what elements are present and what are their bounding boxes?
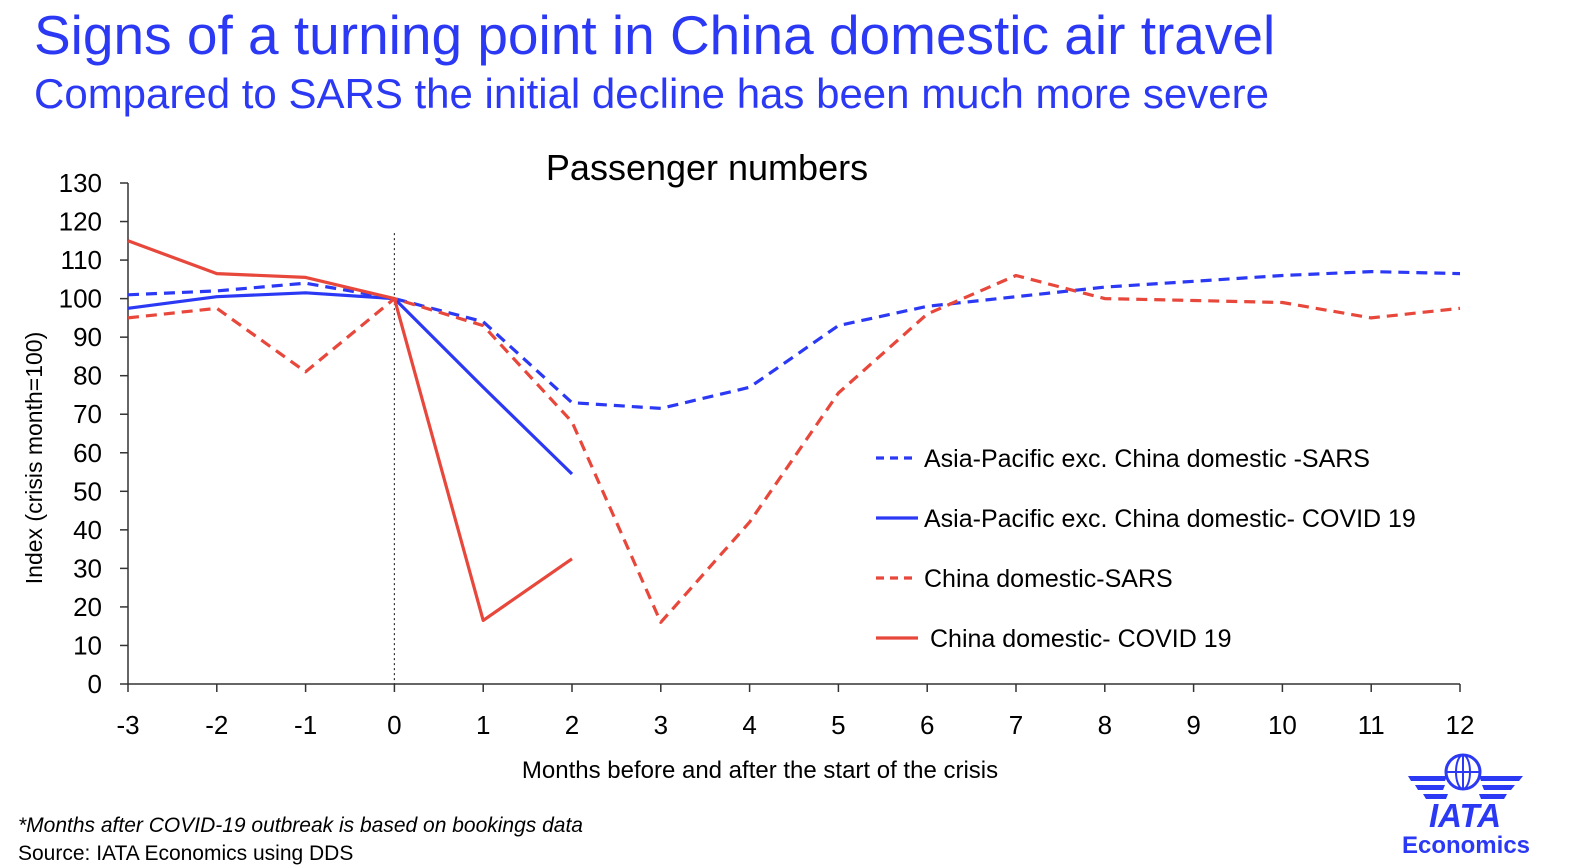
legend-label: Asia-Pacific exc. China domestic- COVID …: [924, 505, 1416, 533]
x-tick-label: -2: [205, 710, 228, 740]
y-tick-label: 70: [73, 399, 102, 429]
series-line-2: [127, 291, 574, 476]
y-tick-label: 20: [73, 592, 102, 622]
page-subtitle: Compared to SARS the initial decline has…: [34, 70, 1269, 117]
x-tick-label: 0: [387, 710, 401, 740]
y-tick-label: 130: [59, 168, 102, 198]
x-tick-label: 9: [1186, 710, 1200, 740]
legend-label: China domestic-SARS: [924, 565, 1173, 593]
logo-wordmark: IATA: [1429, 797, 1501, 834]
y-tick-label: 50: [73, 476, 102, 506]
y-tick-label: 100: [59, 284, 102, 314]
x-tick-label: 3: [654, 710, 668, 740]
x-tick-label: 8: [1098, 710, 1112, 740]
y-tick-label: 60: [73, 438, 102, 468]
x-tick-label: 4: [742, 710, 756, 740]
series-line-1: [127, 270, 1461, 410]
legend-label: China domestic- COVID 19: [930, 625, 1232, 653]
x-tick-label: -3: [116, 710, 139, 740]
legend-label: Asia-Pacific exc. China domestic -SARS: [924, 445, 1370, 473]
y-tick-label: 0: [88, 669, 102, 699]
y-tick-label: 10: [73, 630, 102, 660]
chart-legend: Asia-Pacific exc. China domestic -SARS As…: [876, 445, 1416, 653]
x-tick-label: -1: [294, 710, 317, 740]
x-tick-label: 11: [1358, 710, 1385, 740]
y-tick-label: 120: [59, 207, 102, 237]
x-tick-label: 5: [831, 710, 845, 740]
footnote: *Months after COVID-19 outbreak is based…: [18, 814, 583, 837]
iata-logo: IATA: [1408, 753, 1523, 834]
source-note: Source: IATA Economics using DDS: [18, 842, 354, 865]
y-axis-title: Index (crisis month=100): [21, 332, 47, 584]
y-tick-label: 110: [61, 245, 102, 275]
series-line-4: [127, 239, 573, 622]
chart-series: [127, 239, 1461, 624]
y-tick-label: 30: [73, 553, 102, 583]
chart-title: Passenger numbers: [546, 147, 868, 188]
x-tick-label: 1: [476, 710, 490, 740]
x-tick-label: 10: [1268, 710, 1297, 740]
y-tick-label: 40: [73, 515, 102, 545]
x-tick-label: 6: [920, 710, 934, 740]
x-tick-label: 7: [1009, 710, 1023, 740]
x-axis-title: Months before and after the start of the…: [522, 757, 998, 784]
x-tick-label: 2: [565, 710, 579, 740]
logo-caption: Economics: [1401, 832, 1531, 859]
y-tick-label: 90: [73, 322, 102, 352]
y-tick-label: 80: [73, 361, 102, 391]
page-title: Signs of a turning point in China domest…: [34, 4, 1276, 66]
x-tick-label: 12: [1446, 710, 1475, 740]
series-line-3: [127, 273, 1461, 624]
